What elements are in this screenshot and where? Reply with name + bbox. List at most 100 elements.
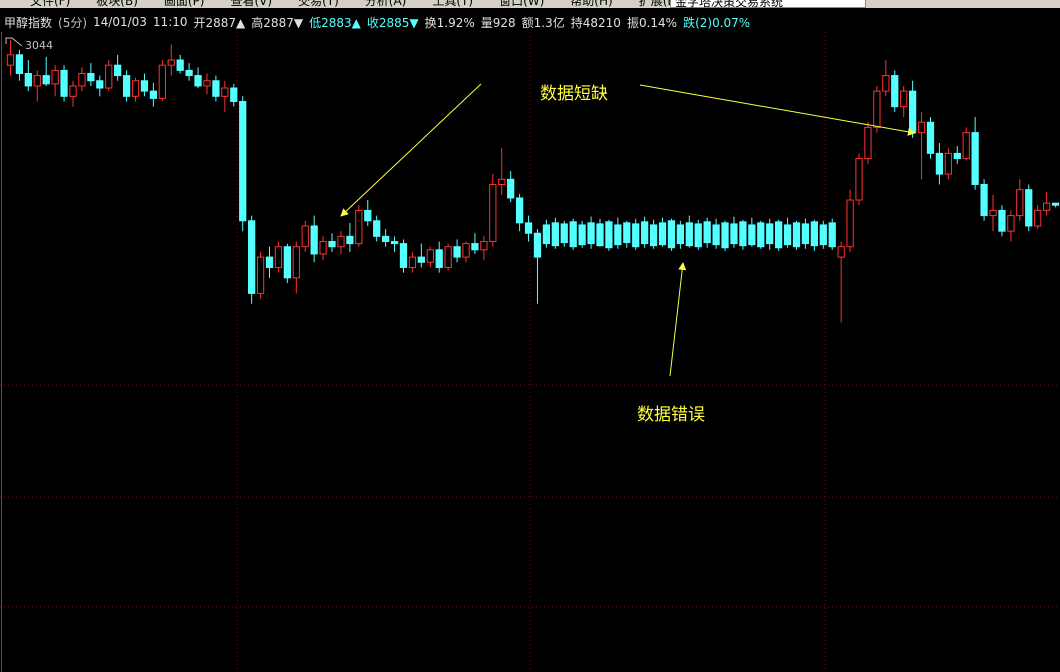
candle-body (685, 222, 693, 247)
candle-body (783, 224, 792, 246)
candle-body (203, 80, 211, 87)
candle-body (346, 235, 354, 245)
candle-body (256, 256, 265, 294)
candle-body (444, 246, 452, 268)
candle-body (114, 64, 122, 77)
header-item: 开2887▲ (193, 15, 246, 30)
candle-body (837, 246, 845, 258)
candle-body (524, 222, 533, 234)
candle-body (908, 90, 917, 134)
candle-body (533, 232, 542, 258)
menu-item[interactable]: 工具(T) (432, 0, 474, 8)
menu-item[interactable]: 画面(P) (163, 0, 205, 8)
menu-item[interactable]: 窗口(W) (499, 0, 545, 8)
candle-body (891, 75, 899, 108)
candle-body (542, 224, 551, 245)
candle-body (399, 243, 408, 268)
header-item: 振0.14% (626, 15, 678, 30)
candle-body (453, 246, 461, 258)
header-item: 14/01/03 (93, 15, 147, 29)
candle-body (1034, 209, 1042, 227)
candle-body (828, 222, 836, 248)
candle-body (489, 183, 497, 243)
header-item: 高2887▼ (251, 15, 304, 30)
candle-body (51, 69, 59, 85)
menu-item[interactable]: 交易(T) (298, 0, 339, 8)
candle-body (649, 224, 658, 247)
candle-body (667, 220, 676, 249)
arrows (340, 83, 916, 377)
candle-body (757, 222, 765, 248)
candle-body (864, 126, 872, 160)
header-item: 持48210 (570, 15, 621, 30)
candle-body (364, 209, 372, 222)
candle-body (900, 90, 908, 108)
header-item: 跌(2)0.07% (683, 15, 751, 30)
header-item: 低2883▲ (309, 15, 361, 30)
candle-body (962, 132, 970, 160)
candle-body (560, 223, 568, 244)
candle-body (373, 220, 381, 237)
candle-body (408, 256, 417, 268)
menu-item[interactable]: 扩展(E) (638, 0, 680, 8)
quote-header: 甲醇指数 (5分) 14/01/03 11:10 开2887▲ 高2887▼ 低2883▲ 收… (0, 12, 1060, 32)
candle-body (6, 54, 15, 66)
candle-body (917, 121, 926, 134)
menu-item[interactable]: 帮助(H) (570, 0, 613, 8)
window-title: 金字塔决策交易系统 (670, 0, 866, 9)
candle-body (775, 221, 783, 249)
candle-body (658, 222, 667, 246)
candle-body (149, 90, 158, 99)
header-item: 换1.92% (424, 15, 475, 30)
header-item: (5分) (58, 15, 88, 30)
candle-body (873, 90, 881, 128)
candle-body (515, 197, 524, 224)
header-item: 收2885▼ (366, 15, 419, 30)
candle-body (33, 75, 41, 87)
menu-item[interactable]: 文件(F) (30, 0, 71, 8)
candle-body (87, 72, 95, 82)
candle-body (230, 87, 238, 102)
candle-body (596, 223, 604, 247)
header-item: 量928 (480, 15, 516, 30)
candle-body (328, 241, 336, 248)
candle-body (337, 235, 345, 248)
menu-item[interactable]: 查看(V) (230, 0, 273, 8)
candle-body (578, 224, 586, 246)
menu-item[interactable]: 分析(A) (364, 0, 407, 8)
candle-body (185, 69, 193, 77)
candle-body (194, 75, 202, 87)
candle-body (882, 75, 890, 92)
candle-body (676, 224, 685, 245)
candle-body (24, 72, 32, 87)
candle-body (274, 246, 283, 268)
candle-body (810, 221, 818, 247)
candle-body (587, 222, 595, 245)
candle-body (748, 224, 756, 246)
menu-bar: 文件(F) 板块(B) 画面(P) 查看(V) 交易(T) 分析(A) 工具(T) 窗口(W)… (0, 0, 1060, 8)
candle-body (1007, 215, 1015, 232)
candle-body (953, 152, 961, 160)
candle-body (248, 220, 256, 294)
candle-body (355, 209, 363, 245)
candle-body (712, 224, 720, 246)
candle-body (42, 75, 50, 85)
candle-body (435, 249, 443, 268)
candle-body (801, 223, 810, 245)
candle-body (694, 223, 702, 248)
candle-body (989, 209, 997, 217)
candle-body (122, 75, 131, 97)
candle-body (417, 256, 425, 263)
max-marker (5, 37, 23, 47)
menu-item[interactable]: 板块(B) (96, 0, 138, 8)
candle-body (614, 224, 622, 246)
annotation: 数据错误 (637, 405, 705, 425)
candle-body (140, 80, 149, 92)
candle-body (605, 221, 613, 249)
candle-body (944, 152, 952, 175)
candle-body (471, 243, 479, 251)
candle-body (105, 64, 113, 89)
candle-body (96, 80, 104, 89)
header-item: 额1.3亿 (521, 15, 565, 30)
